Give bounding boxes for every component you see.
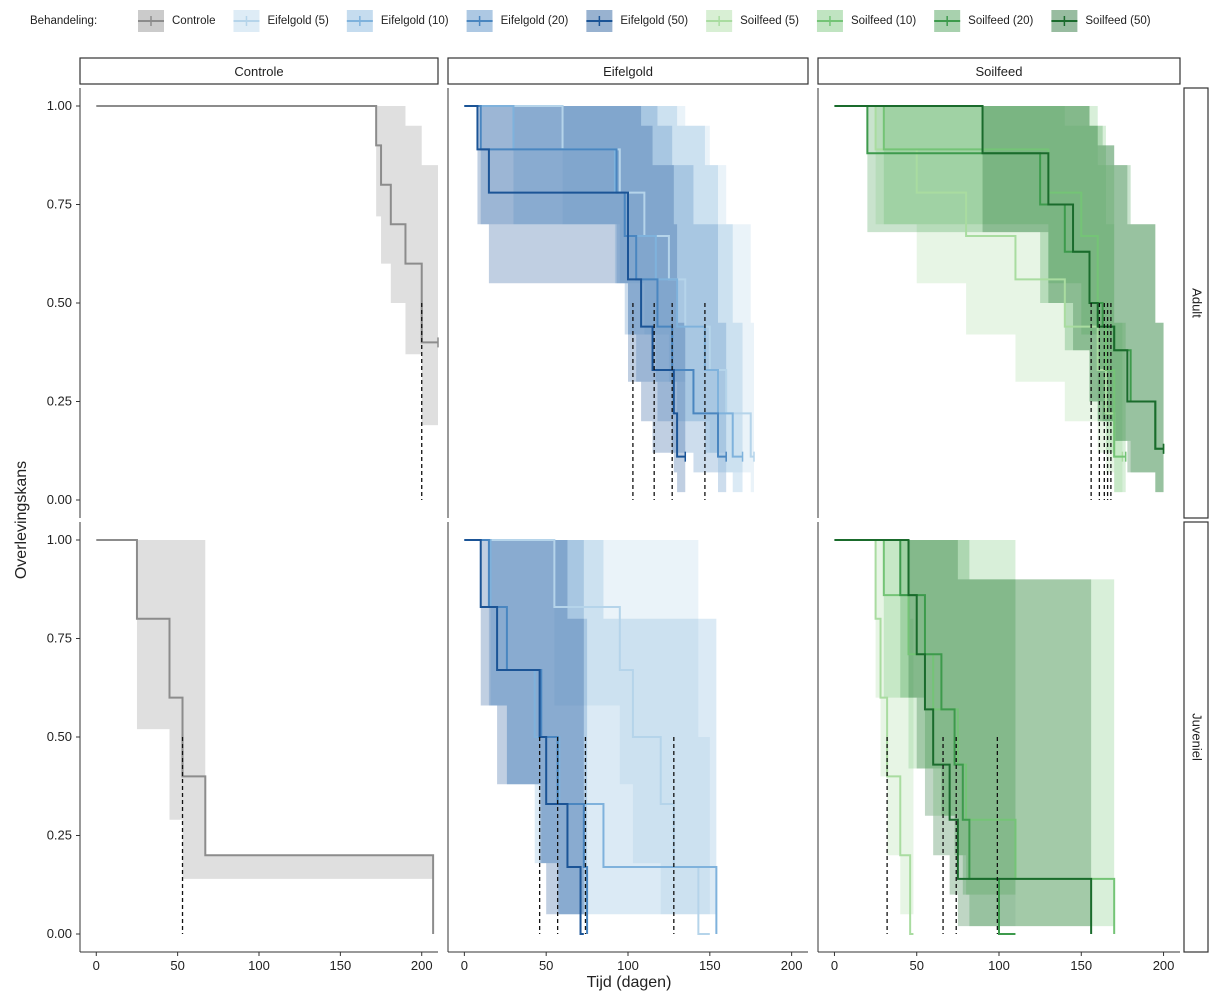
- survival-curve: [464, 539, 584, 935]
- strip-soilfeed: [817, 57, 1181, 85]
- x-tick-label: 50: [170, 958, 184, 973]
- strip-label: Controle: [234, 64, 283, 79]
- survival-curve: [96, 105, 438, 344]
- x-tick-label: 200: [411, 958, 433, 973]
- x-tick-label: 150: [330, 958, 352, 973]
- legend-label: Eifelgold (5): [267, 15, 329, 27]
- y-tick-label: 0.50: [47, 729, 72, 744]
- y-tick-label: 0.25: [47, 828, 72, 843]
- y-axis-title: Overlevingskans: [13, 461, 30, 579]
- strip-controle: [79, 57, 439, 85]
- y-tick-label: 1.00: [47, 98, 72, 113]
- confidence-band: [464, 106, 743, 493]
- legend-item: Eifelgold (10): [346, 10, 449, 32]
- panel-eifelgold-juveniel: [464, 539, 718, 935]
- strip-row-label: Adult: [1190, 288, 1205, 318]
- confidence-band: [464, 106, 686, 493]
- confidence-band: [834, 106, 1123, 493]
- legend-label: Soilfeed (20): [968, 15, 1033, 27]
- x-tick-label: 100: [248, 958, 270, 973]
- legend-item: Soilfeed (5): [706, 10, 799, 32]
- survival-curve: [464, 105, 686, 458]
- confidence-band: [96, 540, 434, 879]
- confidence-band: [834, 540, 1092, 927]
- survival-curve: [834, 105, 1164, 450]
- x-tick-label: 50: [909, 958, 923, 973]
- x-tick-label: 150: [699, 958, 721, 973]
- legend-label: Eifelgold (50): [620, 15, 688, 27]
- legend-item: Eifelgold (50): [586, 10, 688, 32]
- survival-curve: [464, 105, 727, 458]
- x-tick-label: 0: [93, 958, 100, 973]
- survival-curve: [96, 539, 435, 934]
- legend-item: Eifelgold (5): [233, 10, 329, 32]
- y-tick-label: 0.00: [47, 926, 72, 941]
- legend-item: Soilfeed (10): [816, 10, 916, 32]
- legend-label: Eifelgold (10): [381, 15, 449, 27]
- y-tick-label: 0.75: [47, 631, 72, 646]
- confidence-band: [464, 540, 717, 915]
- strip-label: Eifelgold: [603, 64, 653, 79]
- survival-curve: [834, 539, 1093, 934]
- panel-controle-adult: [96, 105, 439, 500]
- strip-eifelgold: [447, 57, 809, 85]
- x-tick-label: 150: [1070, 958, 1092, 973]
- legend-title: Behandeling:: [30, 15, 97, 27]
- legend-item: Eifelgold (20): [466, 10, 569, 32]
- legend-label: Controle: [172, 15, 215, 27]
- x-tick-label: 100: [617, 958, 639, 973]
- confidence-band: [96, 106, 438, 426]
- panel-soilfeed-juveniel: [834, 539, 1116, 935]
- x-tick-label: 0: [831, 958, 838, 973]
- confidence-band: [464, 540, 584, 915]
- strip-adult: [1183, 87, 1209, 519]
- y-tick-label: 0.50: [47, 295, 72, 310]
- legend-item: Soilfeed (50): [1051, 10, 1151, 32]
- x-axis-title: Tijd (dagen): [587, 974, 672, 991]
- x-tick-label: 200: [1153, 958, 1175, 973]
- confidence-band: [834, 540, 914, 915]
- panel-controle-juveniel: [96, 539, 435, 934]
- survival-curve: [464, 105, 754, 458]
- legend-label: Soilfeed (50): [1085, 15, 1150, 27]
- legend-item: Controle: [138, 10, 215, 32]
- y-tick-label: 0.00: [47, 492, 72, 507]
- confidence-band: [464, 106, 727, 493]
- x-tick-label: 100: [988, 958, 1010, 973]
- confidence-band: [834, 106, 1126, 493]
- panel-soilfeed-adult: [834, 105, 1165, 500]
- legend: Behandeling: Controle Eifelgold (5) Eifelgo…: [30, 10, 1151, 32]
- y-tick-label: 0.25: [47, 394, 72, 409]
- survival-facet-chart: Controle Eifelgold Soilfeed Adult Juveniel 0.…: [13, 57, 1209, 991]
- confidence-band: [464, 540, 588, 915]
- y-tick-label: 1.00: [47, 532, 72, 547]
- strip-juveniel: [1183, 521, 1209, 953]
- x-tick-label: 200: [781, 958, 803, 973]
- strip-row-label: Juveniel: [1190, 713, 1205, 761]
- strip-label: Soilfeed: [976, 64, 1023, 79]
- legend-label: Eifelgold (20): [501, 15, 569, 27]
- legend-label: Soilfeed (5): [740, 15, 799, 27]
- panel-eifelgold-adult: [464, 105, 755, 500]
- confidence-band: [464, 540, 710, 915]
- legend-label: Soilfeed (10): [851, 15, 916, 27]
- legend-item: Soilfeed (20): [934, 10, 1034, 32]
- x-tick-label: 50: [539, 958, 553, 973]
- confidence-band: [834, 540, 1115, 927]
- x-tick-label: 0: [461, 958, 468, 973]
- y-tick-label: 0.75: [47, 197, 72, 212]
- confidence-band: [464, 106, 754, 493]
